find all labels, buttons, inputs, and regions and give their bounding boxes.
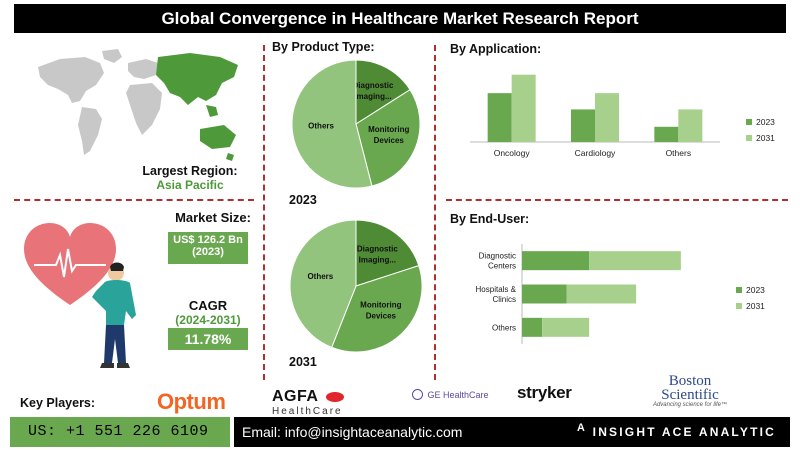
pie-2023-slice-0 <box>355 59 411 125</box>
application-bar-2023-1 <box>571 109 595 142</box>
phone-contact[interactable]: US: +1 551 226 6109 <box>10 417 230 447</box>
end-user-title: By End-User: <box>450 212 530 226</box>
boston-logo-tagline: Advancing science for life™ <box>652 402 728 408</box>
end-user-bar-2023-1 <box>522 284 567 304</box>
application-bar-2031-2 <box>678 109 703 142</box>
pie-chart-2031: Diagnostic Imaging... Monitoring Devices Oth… <box>289 219 423 353</box>
application-bar-2031-1 <box>595 93 619 142</box>
agfa-logo-text: AGFA <box>272 388 319 405</box>
end-user-legend-swatch-2023 <box>736 287 742 293</box>
brand-name: INSIGHT ACE ANALYTIC <box>592 425 776 439</box>
market-size-box: US$ 126.2 Bn (2023) <box>168 232 248 264</box>
application-title: By Application: <box>450 42 542 56</box>
end-user-bar-2023-0 <box>522 251 590 271</box>
application-bar-2023-0 <box>487 93 512 142</box>
application-category-label-1: Cardiology <box>575 148 616 158</box>
end-user-bar-2031-0 <box>589 251 681 271</box>
pie-2023-slice-1 <box>355 89 421 187</box>
application-bar-2023-2 <box>654 126 679 142</box>
agfa-diamond-icon <box>325 391 344 402</box>
stryker-logo: stryker <box>517 383 572 402</box>
pie-2031-slice-1 <box>331 264 423 353</box>
agfa-logo-subtext: HealthCare <box>272 406 343 417</box>
agfa-logo: AGFA HealthCare <box>272 388 344 417</box>
end-user-bar-2023-2 <box>522 317 543 337</box>
ge-monogram-icon <box>412 389 423 401</box>
pie-2023-label-2: Others <box>308 121 334 130</box>
pie-2023-label-1: Monitoring Devices <box>368 125 409 145</box>
divider-left <box>263 45 265 380</box>
boston-logo-line2: Scientific <box>661 387 719 403</box>
largest-region-label: Largest Region: <box>142 164 238 178</box>
end-user-bar-2031-1 <box>566 284 637 304</box>
heart-person-illustration <box>24 223 136 368</box>
cagr-label: CAGR <box>188 298 228 313</box>
end-user-legend-label-2031: 2031 <box>746 301 765 311</box>
world-map-image <box>38 49 238 161</box>
pie-2023-slice-2 <box>291 59 373 189</box>
end-user-legend-swatch-2031 <box>736 303 742 309</box>
pie-chart-2023: Diagnostic Imaging... Monitoring Devices Oth… <box>291 59 421 189</box>
application-bar-chart: Oncology Cardiology Others 2023 2031 <box>470 74 775 158</box>
pie-2031-slice-2 <box>289 219 357 349</box>
divider-right <box>434 45 436 380</box>
pie-2031-year-label: 2031 <box>289 355 317 369</box>
ge-healthcare-logo: GE HealthCare <box>412 386 488 404</box>
end-user-legend-label-2023: 2023 <box>746 285 765 295</box>
end-user-category-label-2: Others <box>492 323 516 332</box>
pie-2031-label-2: Others <box>307 272 333 281</box>
key-players-label: Key Players: <box>20 396 96 410</box>
page-title: Global Convergence in Healthcare Market … <box>14 4 786 33</box>
end-user-category-label-0: Diagnostic Centers <box>479 252 516 271</box>
market-size-value: US$ 126.2 Bn <box>173 234 243 246</box>
divider-right-horizontal <box>446 199 788 201</box>
pie-2031-slice-0 <box>355 219 420 287</box>
pie-2031-label-0: Diagnostic Imaging... <box>357 245 398 265</box>
insight-ace-logo-icon: ᴬ <box>577 422 585 439</box>
end-user-category-label-1: Hospitals & Clinics <box>476 285 517 304</box>
email-contact[interactable]: Email: info@insightaceanalytic.com <box>234 417 790 447</box>
market-size-year: (2023) <box>192 246 224 258</box>
optum-logo: Optum <box>157 389 226 414</box>
application-legend-swatch-2031 <box>746 135 752 141</box>
application-bar-2031-0 <box>511 74 536 142</box>
pie-2023-year-label: 2023 <box>289 193 317 207</box>
divider-left-horizontal <box>14 199 254 201</box>
ge-healthcare-text: GE HealthCare <box>427 389 489 400</box>
product-type-title: By Product Type: <box>272 40 375 54</box>
application-category-label-0: Oncology <box>494 148 531 158</box>
pie-2023-label-0: Diagnostic Imaging... <box>353 81 394 101</box>
boston-logo-line1: Boston <box>668 373 712 389</box>
boston-scientific-logo: Boston Scientific Advancing science for … <box>650 373 730 409</box>
pie-2031-label-1: Monitoring Devices <box>360 300 401 320</box>
application-category-label-2: Others <box>666 148 692 158</box>
market-size-label: Market Size: <box>175 210 251 225</box>
largest-region-value: Asia Pacific <box>156 178 224 192</box>
application-legend-swatch-2023 <box>746 119 752 125</box>
end-user-bar-2031-2 <box>542 317 590 337</box>
application-legend-label-2031: 2031 <box>756 133 775 143</box>
cagr-value: 11.78% <box>168 328 248 350</box>
end-user-bar-chart: Diagnostic Centers Hospitals & Clinics Other… <box>476 244 765 344</box>
cagr-years: (2024-2031) <box>175 313 241 327</box>
application-legend-label-2023: 2023 <box>756 117 775 127</box>
